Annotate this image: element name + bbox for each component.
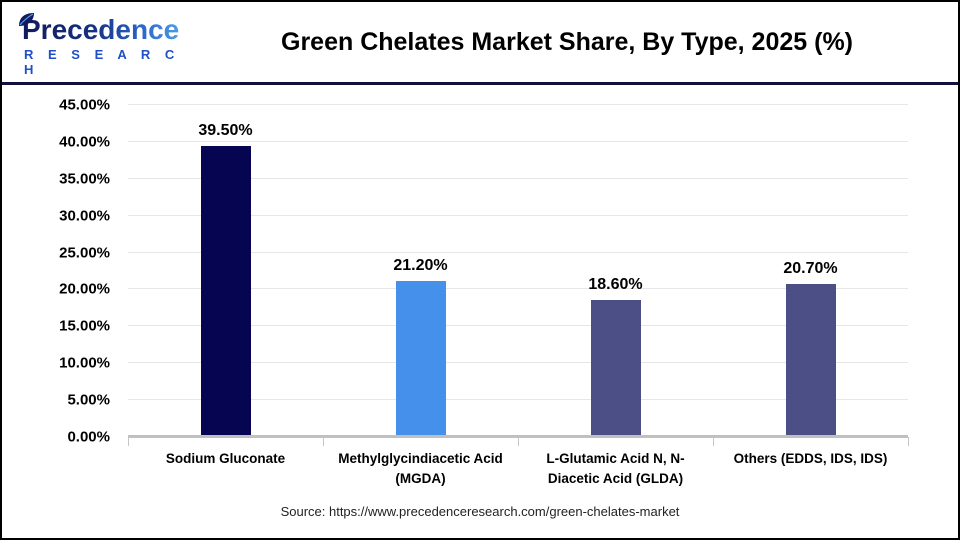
gridline	[128, 214, 908, 216]
source-text: Source: https://www.precedenceresearch.c…	[280, 504, 680, 520]
bar-cell: 39.50%	[128, 105, 323, 437]
bar-chart: 45.00% 40.00% 35.00% 30.00% 25.00% 20.00% 15.0…	[2, 85, 958, 488]
leaf-icon	[18, 4, 35, 32]
gridline	[128, 251, 908, 253]
gridline	[128, 140, 908, 142]
y-tick-label: 45.00%	[59, 96, 110, 114]
x-category-label: Sodium Gluconate	[165, 451, 286, 466]
axis-tick	[128, 437, 129, 446]
header-divider	[2, 82, 958, 85]
bar-cell: 20.70%	[713, 105, 908, 437]
y-tick-label: 25.00%	[59, 244, 110, 262]
gridline	[128, 325, 908, 327]
bar	[200, 145, 251, 437]
y-tick-label: 15.00%	[59, 317, 110, 335]
bar-value-label: 20.70%	[783, 260, 838, 278]
header: Precedence R E S E A R C H Green Chelate…	[2, 2, 958, 82]
x-labels-spacer	[22, 449, 128, 488]
bar-value-label: 21.20%	[393, 256, 448, 274]
page-title: Green Chelates Market Share, By Type, 20…	[281, 27, 853, 56]
y-tick-label: 20.00%	[59, 280, 110, 298]
bar	[785, 284, 836, 437]
y-tick-label: 5.00%	[67, 391, 110, 409]
gridline	[128, 399, 908, 401]
y-tick-label: 30.00%	[59, 207, 110, 225]
axis-tick	[518, 437, 519, 446]
x-labels-row: Sodium Gluconate Methylglycindiacetic Aci…	[22, 449, 908, 488]
bars-container: 39.50% 21.20% 18.60% 20.70%	[128, 105, 908, 437]
y-tick-label: 40.00%	[59, 133, 110, 151]
bar-cell: 18.60%	[518, 105, 713, 437]
gridline	[128, 362, 908, 364]
y-tick-label: 0.00%	[67, 428, 110, 446]
x-axis-line	[128, 435, 908, 438]
axis-tick	[908, 437, 909, 446]
y-axis: 45.00% 40.00% 35.00% 30.00% 25.00% 20.00% 15.0…	[22, 97, 110, 446]
bar	[590, 299, 641, 437]
bar-value-label: 39.50%	[198, 121, 253, 139]
gridline	[128, 177, 908, 179]
x-category-label: Methylglycindiacetic Acid (MGDA)	[338, 451, 503, 486]
y-tick-label: 35.00%	[59, 170, 110, 188]
axis-tick	[323, 437, 324, 446]
x-category-label: Others (EDDS, IDS, IDS)	[733, 451, 888, 466]
bar-value-label: 18.60%	[588, 275, 643, 293]
bar-cell: 21.20%	[323, 105, 518, 437]
precedence-research-logo: Precedence R E S E A R C H	[19, 8, 192, 77]
x-category-label: L-Glutamic Acid N, N-Diacetic Acid (GLDA…	[546, 451, 685, 486]
plot-area: 39.50% 21.20% 18.60% 20.70%	[128, 104, 909, 446]
plot-row: 45.00% 40.00% 35.00% 30.00% 25.00% 20.00% 15.0…	[22, 97, 909, 446]
logo-subtext: R E S E A R C H	[24, 46, 180, 77]
logo-text: Precedence	[22, 13, 180, 45]
y-tick-label: 10.00%	[59, 354, 110, 372]
x-labels: Sodium Gluconate Methylglycindiacetic Aci…	[128, 449, 908, 488]
gridline	[128, 104, 908, 105]
logo-wordmark: Precedence	[19, 8, 180, 45]
bar	[395, 280, 446, 437]
gridline	[128, 288, 908, 290]
axis-tick	[713, 437, 714, 446]
title-wrap: Green Chelates Market Share, By Type, 20…	[192, 28, 942, 57]
